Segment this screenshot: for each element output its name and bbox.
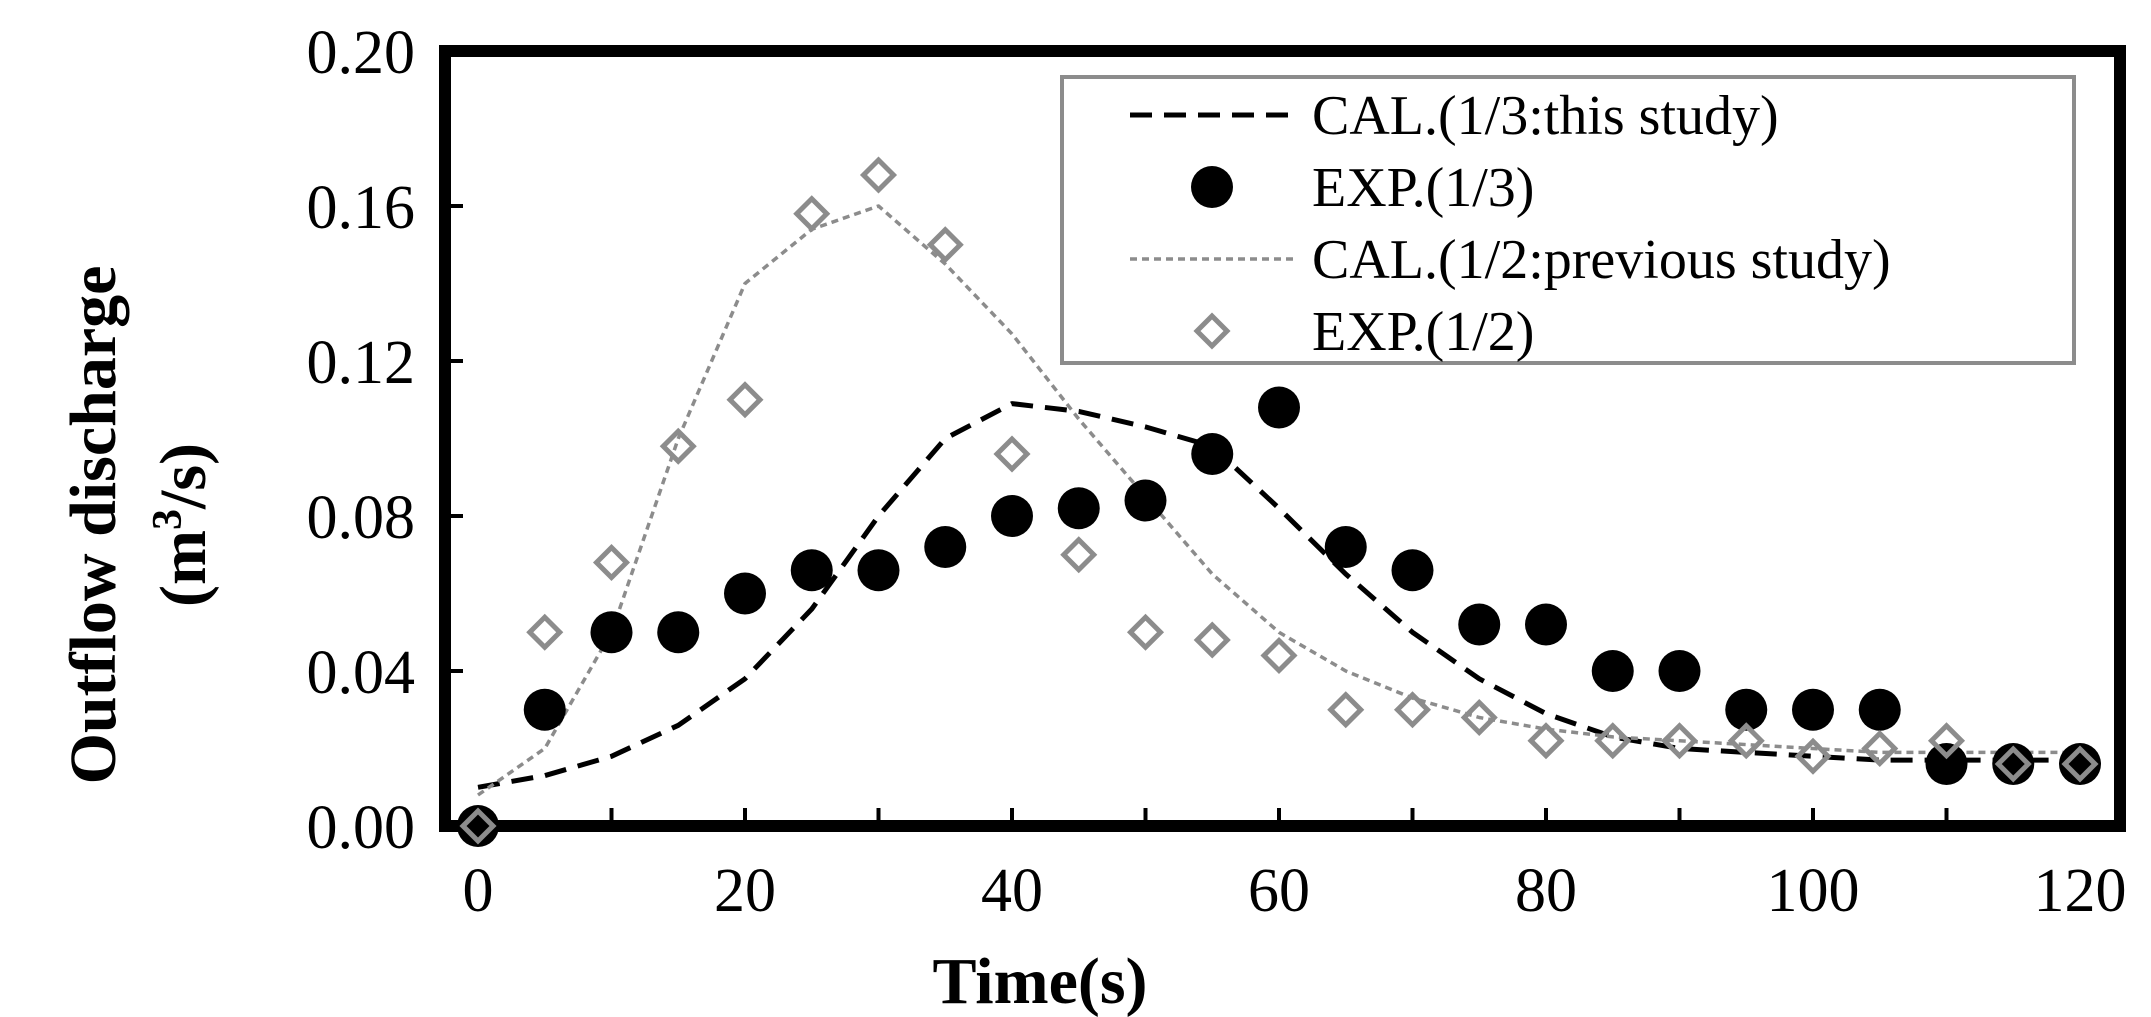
series-point-1 [991, 495, 1033, 537]
series-point-1 [1124, 479, 1167, 522]
series-point-1 [590, 611, 633, 654]
x-tick-label: 100 [1767, 857, 1860, 925]
series-point-1 [1925, 743, 1968, 785]
series-point-1 [857, 549, 900, 592]
x-tick-label: 0 [463, 857, 494, 925]
series-point-1 [2059, 743, 2101, 785]
series-line-2 [477, 204, 2080, 797]
x-tick-label: 20 [714, 857, 776, 925]
series-point-3 [793, 195, 831, 233]
series-point-3 [1861, 729, 1899, 768]
y-tick-label: 0.12 [307, 329, 416, 397]
series-point-3 [659, 427, 697, 465]
series-point-1 [657, 611, 700, 654]
plot-frame [439, 45, 2126, 832]
series-point-1 [1057, 487, 1100, 530]
series-point-1 [1992, 743, 2035, 785]
legend-symbol-1 [1191, 166, 1233, 208]
y-tick-label: 0.04 [307, 639, 416, 707]
series-point-3 [1660, 722, 1699, 760]
legend-symbol-3 [1193, 312, 1231, 350]
series-point-1 [523, 688, 566, 731]
legend-label-2: CAL.(1/2:previous study) [1312, 229, 1891, 291]
series-point-1 [790, 549, 833, 592]
series-point-1 [1324, 526, 1367, 568]
series-point-1 [1191, 433, 1234, 475]
x-axis-title: Time(s) [932, 945, 1147, 1017]
series-point-1 [1792, 688, 1834, 731]
legend-label-3: EXP.(1/2) [1312, 301, 1534, 363]
series-point-3 [1727, 722, 1765, 760]
legend-label-1: EXP.(1/3) [1312, 157, 1534, 219]
series-point-1 [1525, 603, 1567, 646]
legend-label-0: CAL.(1/3:this study) [1312, 85, 1779, 147]
series-point-1 [1725, 688, 1768, 731]
series-point-1 [1591, 650, 1634, 692]
series-point-3 [859, 156, 898, 194]
legend-box [1060, 75, 2076, 365]
series-point-3 [1126, 613, 1165, 651]
series-point-3 [1260, 636, 1298, 675]
y-tick-label: 0.20 [307, 19, 416, 87]
x-tick-label: 40 [981, 857, 1043, 925]
series-point-3 [993, 435, 1031, 473]
series-line-0 [477, 401, 2080, 790]
series-point-3 [1327, 691, 1365, 729]
y-axis-title: Outflow discharge (m3/s) [57, 266, 220, 785]
x-tick-label: 80 [1515, 857, 1577, 925]
series-point-3 [926, 226, 964, 264]
series-point-3 [2061, 745, 2099, 783]
series-point-1 [457, 805, 499, 847]
legend: CAL.(1/3:this study) EXP.(1/3) CAL.(1/2:pr… [1060, 75, 2076, 365]
series-point-3 [1460, 698, 1498, 737]
y-tick-label: 0.16 [307, 174, 416, 242]
x-tick-label: 60 [1248, 857, 1310, 925]
y-axis-title-line2: (m3/s) [145, 443, 220, 607]
x-tick-label: 120 [2034, 857, 2127, 925]
series-point-3 [1393, 691, 1432, 729]
series-point-3 [1060, 536, 1098, 574]
series-point-1 [1258, 386, 1300, 429]
series-point-1 [1658, 650, 1701, 692]
series-point-3 [726, 381, 764, 419]
series-point-3 [1527, 722, 1565, 760]
series-point-1 [924, 526, 967, 568]
series-point-3 [1794, 737, 1832, 775]
series-point-1 [724, 572, 766, 615]
series-point-3 [526, 613, 564, 651]
series-point-3 [1927, 722, 1966, 760]
series-point-1 [1391, 549, 1434, 592]
series-point-1 [1458, 603, 1501, 646]
series-point-3 [1193, 621, 1231, 659]
series-point-3 [1594, 722, 1632, 760]
series-point-3 [1994, 745, 2032, 783]
plot-area: 0.00 0.04 0.08 0.12 0.16 0.20 0 20 40 60 80 100 120 [307, 19, 2127, 925]
series-point-3 [592, 543, 631, 582]
series-point-3 [459, 807, 497, 845]
y-tick-label: 0.08 [307, 484, 416, 552]
y-axis-title-line1: Outflow discharge [57, 266, 130, 785]
series-point-1 [1858, 688, 1901, 731]
y-tick-label: 0.00 [307, 794, 416, 862]
